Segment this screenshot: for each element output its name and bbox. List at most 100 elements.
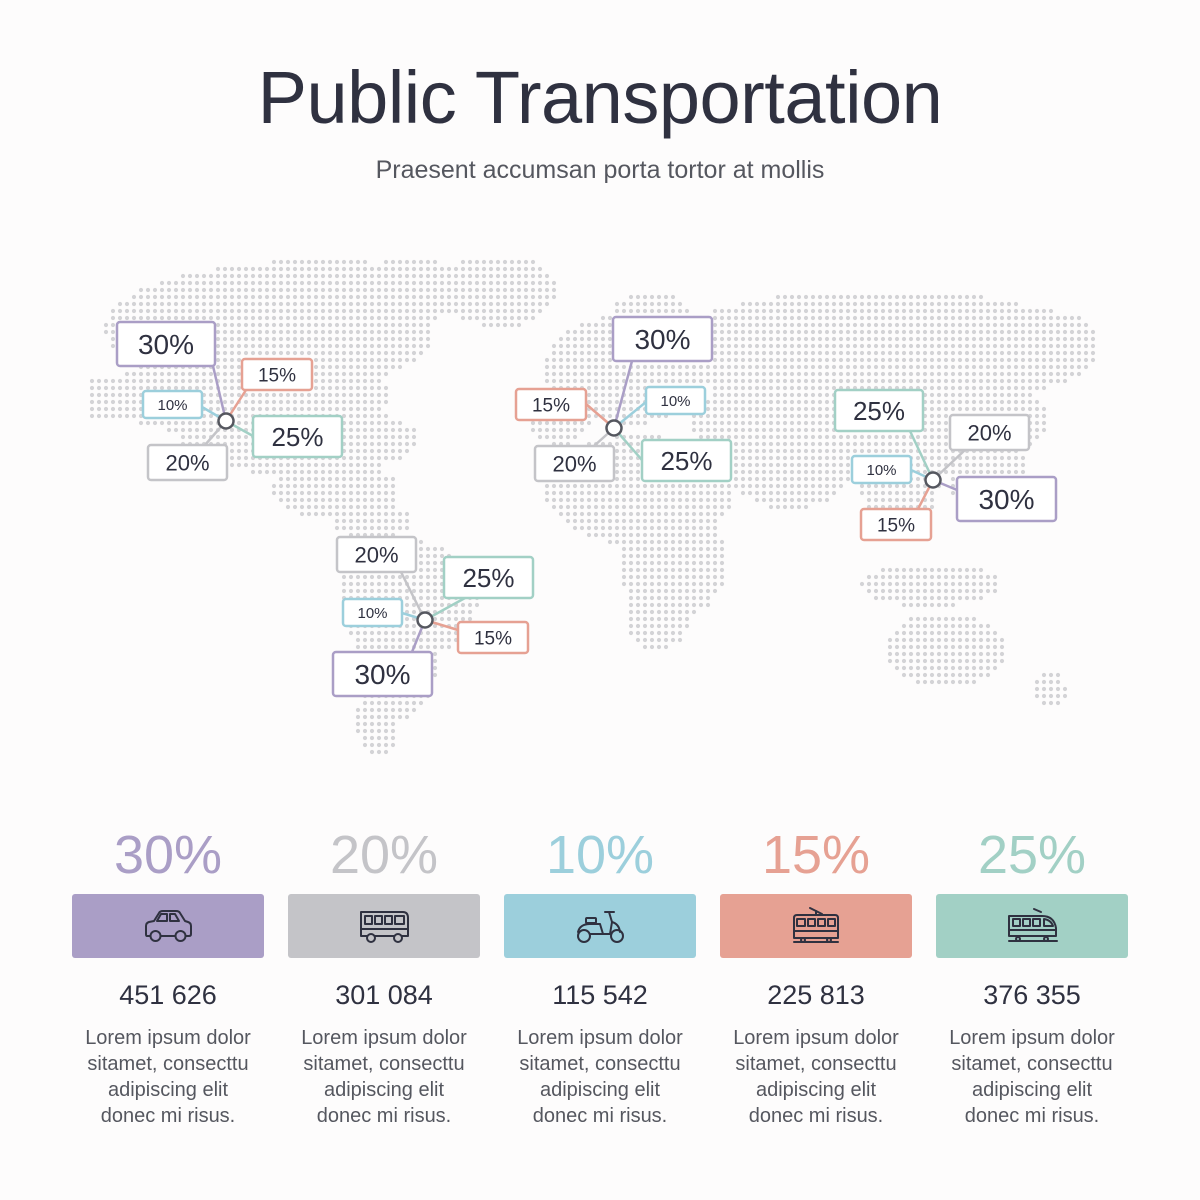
map-dot: [551, 350, 557, 356]
percent-label: 15%: [474, 628, 512, 649]
map-dot: [803, 308, 809, 314]
map-dot: [768, 462, 774, 468]
map-dot: [957, 567, 963, 573]
map-dot: [859, 490, 865, 496]
map-dot: [726, 427, 732, 433]
map-dot: [775, 385, 781, 391]
map-dot: [628, 574, 634, 580]
map-dot: [397, 707, 403, 713]
map-dot: [173, 315, 179, 321]
map-dot: [873, 595, 879, 601]
map-dot: [761, 392, 767, 398]
map-dot: [656, 294, 662, 300]
map-dot: [810, 378, 816, 384]
map-dot: [264, 308, 270, 314]
map-dot: [383, 273, 389, 279]
map-dot: [432, 273, 438, 279]
map-dot: [579, 497, 585, 503]
map-dot: [747, 378, 753, 384]
map-dot: [453, 294, 459, 300]
map-dot: [656, 511, 662, 517]
map-dot: [635, 392, 641, 398]
map-dot: [712, 483, 718, 489]
map-dot: [320, 371, 326, 377]
map-dot: [810, 336, 816, 342]
map-dot: [614, 476, 620, 482]
map-dot: [754, 343, 760, 349]
map-dot: [943, 329, 949, 335]
map-dot: [915, 665, 921, 671]
map-dot: [943, 301, 949, 307]
map-dot: [915, 588, 921, 594]
map-dot: [915, 658, 921, 664]
map-dot: [992, 665, 998, 671]
map-dot: [236, 462, 242, 468]
map-dot: [257, 322, 263, 328]
map-dot: [327, 378, 333, 384]
map-dot: [537, 273, 543, 279]
map-dot: [726, 420, 732, 426]
map-dot: [1034, 399, 1040, 405]
map-dot: [656, 497, 662, 503]
map-dot: [908, 301, 914, 307]
map-dot: [964, 315, 970, 321]
map-dot: [915, 357, 921, 363]
map-dot: [698, 511, 704, 517]
map-dot: [572, 525, 578, 531]
map-dot: [796, 497, 802, 503]
map-dot: [362, 308, 368, 314]
map-dot: [845, 441, 851, 447]
map-dot: [831, 448, 837, 454]
map-dot: [565, 350, 571, 356]
map-dot: [943, 406, 949, 412]
map-dot: [271, 469, 277, 475]
map-dot: [712, 385, 718, 391]
map-dot: [586, 371, 592, 377]
map-dot: [453, 301, 459, 307]
map-dot: [880, 301, 886, 307]
map-dot: [537, 434, 543, 440]
map-dot: [348, 441, 354, 447]
map-dot: [621, 497, 627, 503]
map-dot: [719, 511, 725, 517]
map-dot: [992, 399, 998, 405]
map-dot: [565, 490, 571, 496]
map-dot: [425, 581, 431, 587]
map-dot: [691, 525, 697, 531]
map-dot: [796, 364, 802, 370]
map-dot: [425, 273, 431, 279]
map-dot: [978, 637, 984, 643]
map-dot: [985, 406, 991, 412]
map-dot: [712, 308, 718, 314]
map-dot: [621, 399, 627, 405]
map-dot: [159, 287, 165, 293]
map-dot: [1041, 413, 1047, 419]
map-dot: [880, 490, 886, 496]
map-dot: [803, 462, 809, 468]
map-dot: [999, 651, 1005, 657]
map-dot: [796, 343, 802, 349]
map-dot: [698, 364, 704, 370]
map-dot: [999, 343, 1005, 349]
map-dot: [586, 497, 592, 503]
map-dot: [1006, 308, 1012, 314]
map-dot: [922, 308, 928, 314]
map-dot: [243, 448, 249, 454]
map-dot: [250, 287, 256, 293]
map-dot: [285, 392, 291, 398]
map-dot: [768, 497, 774, 503]
map-dot: [1013, 385, 1019, 391]
map-dot: [460, 308, 466, 314]
map-dot: [663, 301, 669, 307]
map-dot: [418, 322, 424, 328]
map-dot: [649, 490, 655, 496]
map-dot: [887, 658, 893, 664]
map-dot: [831, 378, 837, 384]
map-dot: [355, 427, 361, 433]
map-dot: [390, 364, 396, 370]
map-dot: [747, 469, 753, 475]
map-dot: [1013, 301, 1019, 307]
map-dot: [327, 273, 333, 279]
map-dot: [628, 490, 634, 496]
map-dot: [551, 357, 557, 363]
